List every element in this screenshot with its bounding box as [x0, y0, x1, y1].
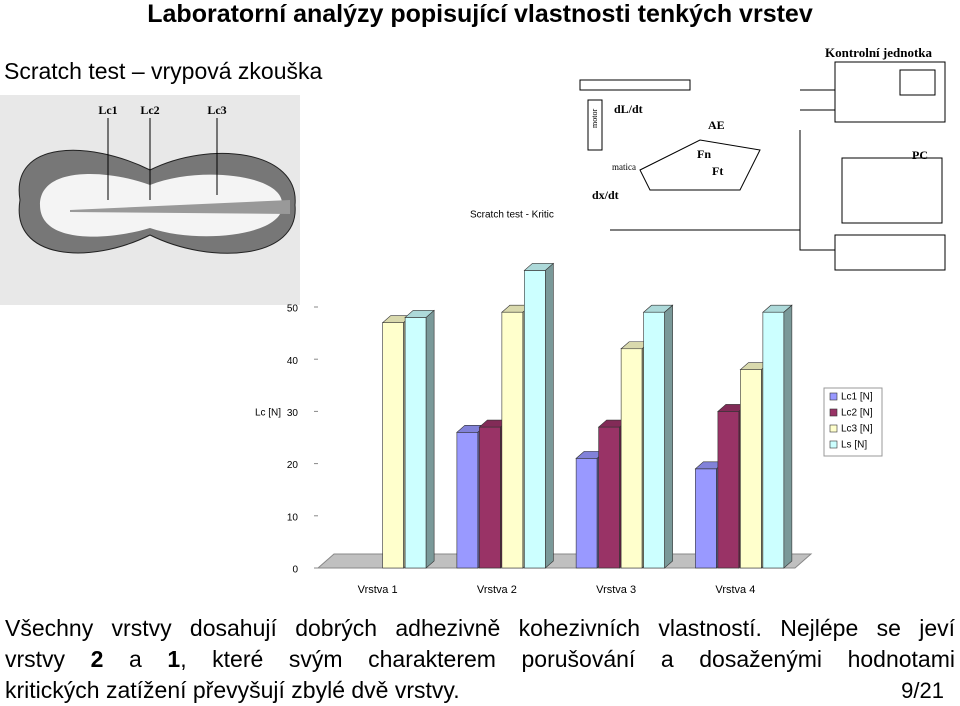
y-tick-label: 30 [287, 408, 299, 419]
bar [404, 309, 435, 569]
app-label: Kontrolní jednotka [825, 45, 933, 60]
motor-box [587, 99, 603, 151]
legend-label: Ls [N] [841, 440, 867, 451]
bar-side [425, 309, 435, 569]
legend-label: Lc2 [N] [841, 408, 873, 419]
bar-front [643, 311, 665, 569]
x-tick-label: Vrstva 1 [358, 584, 398, 596]
apparatus: Kontrolní jednotka dL/dt AE Fn Ft dx/dt … [579, 45, 946, 271]
blob-inner [40, 173, 283, 237]
x-tick-label: Vrstva 3 [596, 584, 636, 596]
bar [642, 304, 674, 569]
y-tick-label: 10 [287, 512, 299, 523]
bar-front [501, 311, 524, 569]
legend-swatch [829, 440, 838, 449]
wires [610, 89, 835, 251]
bar-side [783, 304, 793, 569]
chart-title: Scratch test - Kritic [470, 210, 554, 221]
pc-base [834, 234, 946, 271]
bar-front [404, 317, 427, 569]
legend-swatch [829, 424, 838, 433]
legend-label: Lc3 [N] [841, 424, 873, 435]
bar-front [479, 426, 501, 569]
y-axis-label: Lc [N] [255, 408, 281, 419]
slide-title: Laboratorní analýzy popisující vlastnost… [147, 0, 813, 28]
legend-swatch [829, 408, 838, 417]
bar-front [524, 270, 546, 569]
app-label: motor [590, 109, 599, 128]
legend-label: Lc1 [N] [841, 392, 873, 403]
text-line: kritických zatížení převyšují zbylé dvě … [5, 675, 955, 706]
bar-front [382, 322, 404, 569]
text-run: 2 [90, 646, 104, 672]
bar-front [620, 348, 643, 569]
text-line: vrstvy 2 a 1, které svým charakterem por… [5, 644, 955, 675]
text-run: Všechny vrstvy dosahují dobrých adhezivn… [5, 615, 955, 641]
bar-side [664, 304, 673, 569]
bar-side [545, 262, 554, 569]
y-tick-label: 40 [287, 356, 299, 367]
img-label: Lc3 [207, 103, 226, 117]
x-tick-label: Vrstva 2 [477, 584, 517, 596]
bar-front [598, 426, 620, 569]
img-label: Lc2 [140, 103, 159, 117]
y-tick-label: 0 [292, 565, 298, 576]
text-line: Všechny vrstvy dosahují dobrých adhezivn… [5, 613, 955, 644]
y-tick-label: 50 [287, 304, 299, 315]
app-label: dx/dt [592, 188, 619, 202]
monitor [841, 157, 943, 224]
legend-swatch [829, 392, 838, 401]
meter [899, 69, 936, 96]
figures: Lc1 Lc2 Lc3 Kontrolní jednotka dL/dt AE … [0, 45, 946, 596]
bar-front [740, 369, 762, 569]
scratch [70, 200, 290, 214]
app-label: AE [708, 118, 725, 132]
page-number: 9/21 [901, 678, 944, 703]
bar-front [695, 468, 717, 569]
text-run: 1 [167, 646, 181, 672]
bar-front [456, 431, 479, 569]
bar-front [575, 458, 598, 569]
app-label: dL/dt [614, 102, 643, 116]
body-text: Všechny vrstvy dosahují dobrých adhezivn… [5, 613, 955, 706]
subtitle: Scratch test – vrypová zkouška [4, 58, 323, 84]
bar-front [762, 311, 785, 569]
bar [523, 262, 555, 569]
app-label: matica [612, 162, 636, 172]
img-label: Lc1 [98, 103, 117, 117]
text-run: kritických zatížení převyšují zbylé dvě … [5, 677, 460, 703]
text-run: a [103, 646, 168, 672]
text-run: vrstvy [5, 646, 91, 672]
text-run: , které svým charakterem porušování a do… [180, 646, 955, 672]
y-tick-label: 20 [287, 460, 299, 471]
stage [579, 79, 761, 191]
bar-front [717, 411, 740, 569]
app-label: Fn [697, 147, 711, 161]
scratch-image: Lc1 Lc2 Lc3 [0, 95, 300, 305]
bar [762, 304, 793, 569]
app-label: PC [912, 148, 928, 162]
control-box [834, 61, 946, 123]
app-label: Ft [712, 164, 723, 178]
x-tick-label: Vrstva 4 [715, 584, 755, 596]
